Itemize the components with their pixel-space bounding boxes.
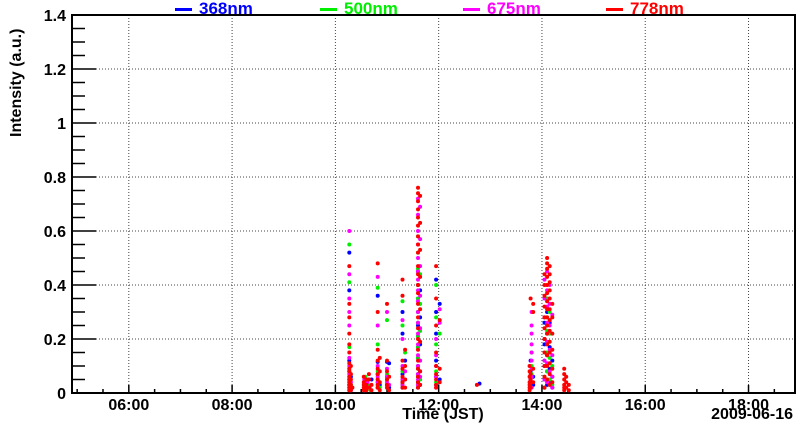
svg-text:1.4: 1.4	[44, 8, 66, 25]
svg-text:14:00: 14:00	[521, 397, 562, 414]
svg-text:08:00: 08:00	[212, 397, 253, 414]
svg-text:18:00: 18:00	[728, 397, 769, 414]
svg-text:06:00: 06:00	[108, 397, 149, 414]
svg-text:0.8: 0.8	[44, 170, 66, 187]
legend-swatch-500nm	[320, 7, 337, 11]
legend-swatch-778nm	[606, 7, 623, 11]
legend-label-778nm: 778nm	[630, 0, 684, 18]
legend-swatch-675nm	[463, 7, 480, 11]
legend-item-500nm: 500nm	[320, 0, 398, 18]
x-axis-title: Time (JST)	[402, 406, 484, 423]
svg-text:12:00: 12:00	[418, 397, 459, 414]
svg-text:0: 0	[57, 386, 66, 403]
svg-text:0.6: 0.6	[44, 224, 66, 241]
svg-text:1: 1	[57, 116, 66, 133]
date-label: 2009-06-16	[711, 406, 793, 423]
legend-swatch-368nm	[175, 7, 192, 11]
svg-text:1.2: 1.2	[44, 62, 66, 79]
svg-text:16:00: 16:00	[625, 397, 666, 414]
svg-text:0.4: 0.4	[44, 278, 66, 295]
y-axis-title: Intensity (a.u.)	[8, 28, 25, 137]
legend-label-500nm: 500nm	[344, 0, 398, 18]
legend-item-368nm: 368nm	[175, 0, 253, 18]
svg-text:10:00: 10:00	[315, 397, 356, 414]
legend-item-675nm: 675nm	[463, 0, 541, 18]
legend-item-778nm: 778nm	[606, 0, 684, 18]
legend-label-675nm: 675nm	[487, 0, 541, 18]
svg-text:0.2: 0.2	[44, 332, 66, 349]
legend-label-368nm: 368nm	[199, 0, 253, 18]
